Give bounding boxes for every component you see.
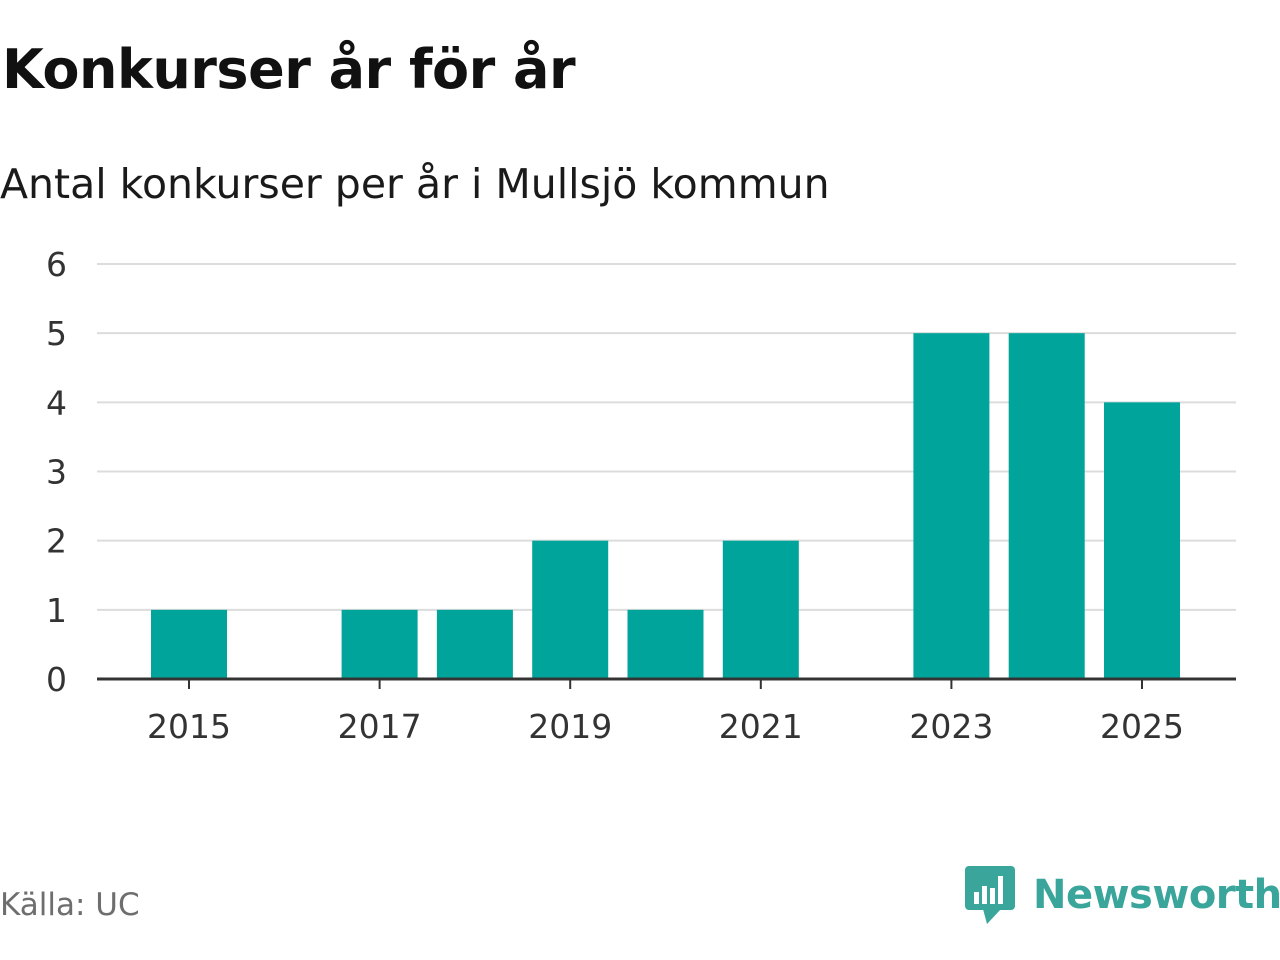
bar-2020 <box>627 609 704 679</box>
y-tick-label: 4 <box>46 383 67 422</box>
x-tick-label: 2015 <box>147 707 231 746</box>
bar-chart: 0 1 2 3 4 5 6 2015 2017 2019 2021 2023 2025 <box>46 245 1236 746</box>
brand-name: Newsworthy <box>1033 872 1280 918</box>
bar-2017 <box>341 609 418 679</box>
bar-2018 <box>436 609 513 679</box>
y-tick-label: 0 <box>46 660 67 699</box>
y-tick-label: 5 <box>46 314 67 353</box>
y-tick-label: 1 <box>46 591 67 630</box>
chart-subtitle: Antal konkurser per år i Mullsjö kommun <box>0 160 830 208</box>
x-tick-label: 2017 <box>338 707 422 746</box>
y-tick-label: 2 <box>46 522 67 561</box>
bar-2015 <box>151 609 227 679</box>
x-tick-label: 2021 <box>719 707 803 746</box>
bar-2023 <box>913 333 990 679</box>
chart-title: Konkurser år för år <box>2 38 576 101</box>
source-note: Källa: UC <box>0 887 140 923</box>
x-tick-label: 2019 <box>528 707 612 746</box>
y-tick-label: 6 <box>46 245 67 284</box>
bar-2019 <box>532 540 609 679</box>
bar-2024 <box>1008 333 1085 679</box>
newsworthy-logo-icon <box>965 866 1015 924</box>
x-tick-label: 2025 <box>1100 707 1184 746</box>
x-tick-label: 2023 <box>909 707 993 746</box>
bar-2021 <box>722 540 799 679</box>
brand-logo: Newsworthy <box>965 866 1280 924</box>
bar-2025 <box>1104 402 1180 679</box>
y-tick-label: 3 <box>46 453 67 492</box>
